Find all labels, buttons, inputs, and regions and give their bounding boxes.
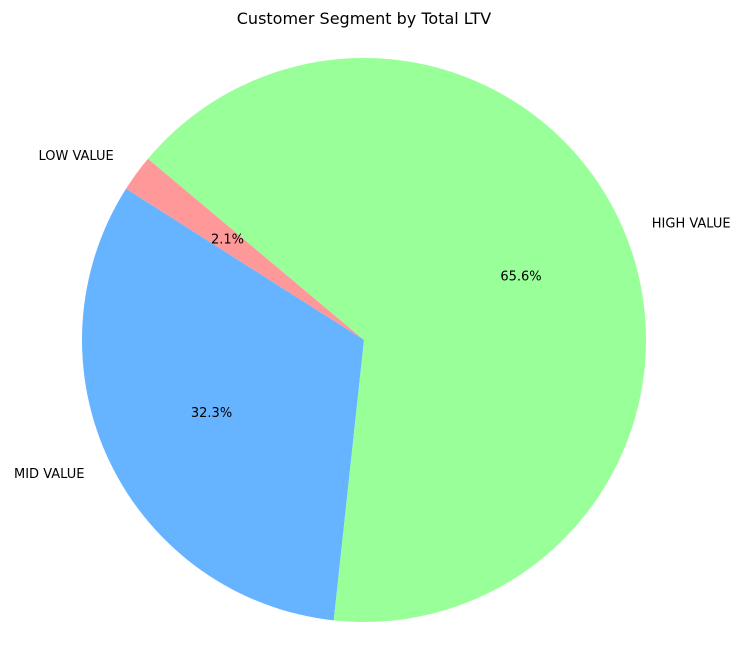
category-labels: LOW VALUE MID VALUE HIGH VALUE: [14, 149, 731, 482]
label-mid-value: MID VALUE: [14, 467, 84, 482]
chart-title: Customer Segment by Total LTV: [237, 9, 492, 28]
label-low-value: LOW VALUE: [38, 149, 113, 164]
slice-high-value: [147, 57, 647, 622]
slice-mid-value: [82, 188, 364, 621]
pct-high-value: 65.6%: [500, 269, 541, 284]
slice-low-value: [126, 158, 364, 340]
pct-low-value: 2.1%: [211, 233, 244, 248]
pie-slices: [82, 57, 647, 622]
percentage-labels: 2.1% 32.3% 65.6%: [191, 233, 542, 421]
pct-mid-value: 32.3%: [191, 406, 232, 421]
label-high-value: HIGH VALUE: [652, 217, 731, 232]
